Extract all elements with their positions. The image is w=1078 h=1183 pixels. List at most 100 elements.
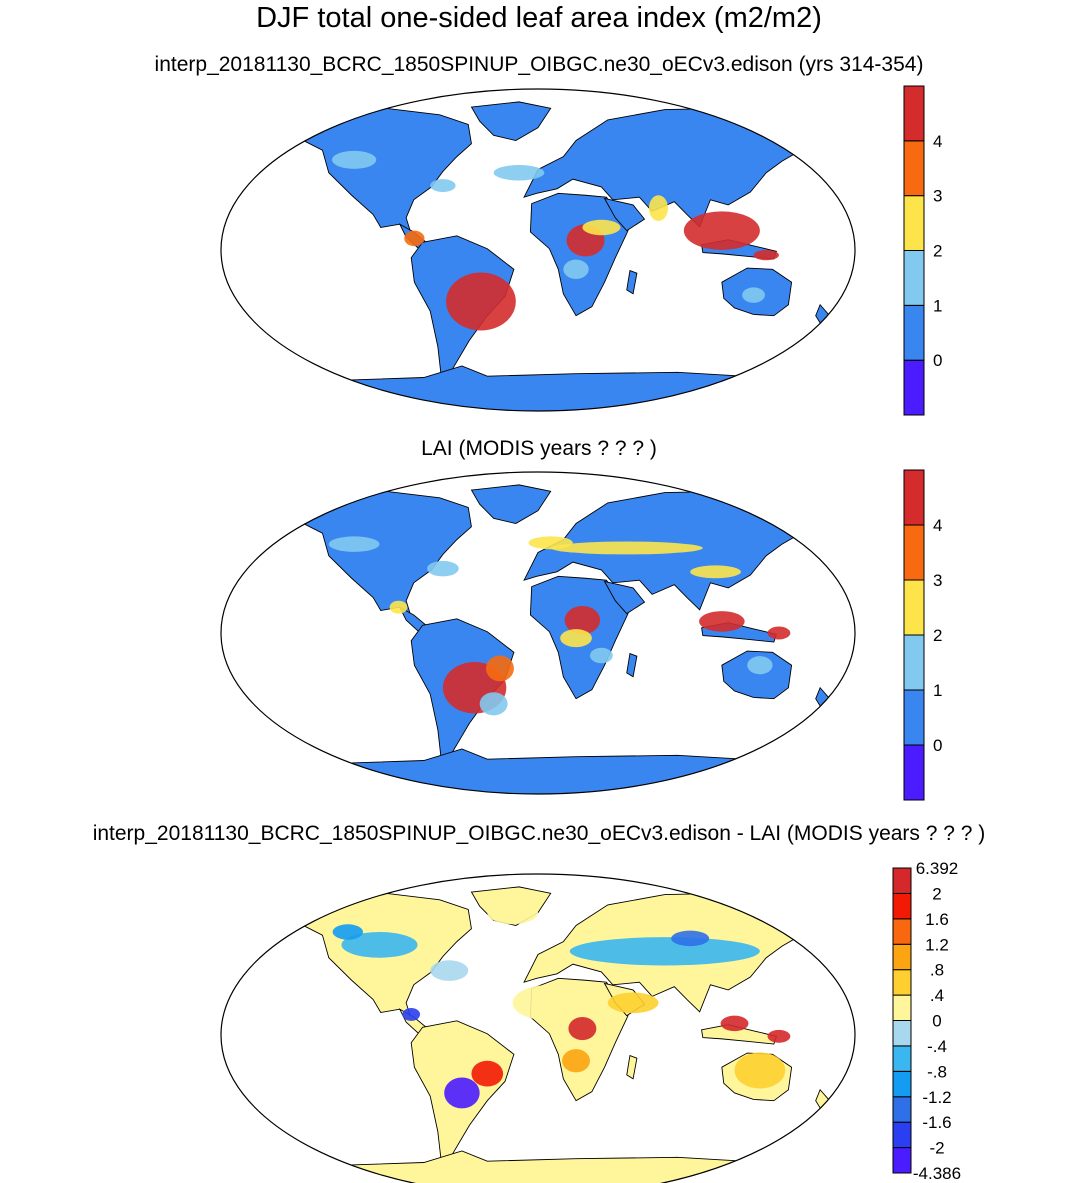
map-2-patch-11 bbox=[589, 647, 613, 664]
land-antarctica bbox=[271, 1150, 815, 1183]
map-1-patch-6 bbox=[582, 219, 621, 236]
cbar-3-label-7: -.4 bbox=[927, 1037, 947, 1056]
cbar-3-box-6 bbox=[892, 994, 912, 1021]
map-3-patch-2 bbox=[402, 1007, 421, 1021]
map-1-boundary bbox=[220, 88, 856, 412]
cbar-3-label-10: -1.6 bbox=[922, 1113, 951, 1132]
cbar-3-box-3 bbox=[892, 1070, 912, 1098]
land-eurasia bbox=[523, 107, 812, 228]
map-1-patch-4 bbox=[753, 250, 779, 261]
land-arabia bbox=[603, 197, 646, 232]
cbar-3-box-2 bbox=[892, 1096, 912, 1123]
map-3-patch-5 bbox=[471, 1060, 504, 1087]
map-2-land bbox=[271, 484, 831, 794]
map-2-patch-3 bbox=[767, 626, 791, 640]
map-2-patch-1 bbox=[564, 605, 601, 635]
map-2-patch-12 bbox=[747, 656, 773, 675]
cbar-2-box-3 bbox=[903, 579, 925, 636]
cbar-1-box-3 bbox=[903, 195, 925, 252]
land-australia bbox=[721, 650, 793, 700]
map-2-patch-5 bbox=[560, 629, 592, 648]
colorbar-2: 0 1 2 3 4 bbox=[903, 469, 942, 801]
map-3-patch-10 bbox=[430, 960, 469, 981]
cbar-1-label-3: 3 bbox=[933, 187, 942, 206]
cbar-1-label-4: 4 bbox=[933, 132, 942, 151]
cbar-3-label-5: .4 bbox=[930, 986, 944, 1005]
land-antarctica bbox=[271, 365, 815, 411]
cbar-2-label-3: 3 bbox=[933, 571, 942, 590]
map-2-patch-14 bbox=[328, 536, 380, 552]
cbar-3-box-0 bbox=[892, 1147, 912, 1174]
map-1-patch-10 bbox=[493, 164, 545, 181]
colorbar-3: 6.392 2 1.6 1.2 .8 .4 0 -.4 -.8 -1.2 -1.6 -2 -4.386 bbox=[892, 859, 961, 1183]
cbar-3-box-4 bbox=[892, 1045, 912, 1072]
map-3-patch-7 bbox=[734, 1052, 786, 1089]
map-3-patch-9 bbox=[607, 992, 659, 1014]
map-2-patch-4 bbox=[486, 655, 514, 682]
map-3-patch-14 bbox=[341, 931, 418, 958]
map-2-boundary bbox=[220, 471, 856, 795]
cbar-1-label-0: 0 bbox=[933, 351, 942, 370]
cbar-1-box-5 bbox=[903, 85, 925, 142]
cbar-2-box-4 bbox=[903, 524, 925, 581]
cbar-2-label-0: 0 bbox=[933, 736, 942, 755]
map-2-patch-8 bbox=[389, 600, 408, 614]
land-arabia bbox=[603, 580, 646, 615]
map-3-patch-12 bbox=[671, 930, 710, 947]
map-panel-3 bbox=[220, 873, 856, 1183]
land-greenland bbox=[470, 101, 552, 141]
map-2-patch-10 bbox=[427, 560, 459, 577]
map-1-land bbox=[271, 101, 831, 411]
cbar-3-label-6: 0 bbox=[932, 1012, 941, 1031]
map-1-patch-7 bbox=[430, 179, 456, 193]
map-3-boundary bbox=[220, 873, 856, 1183]
cbar-1-box-1 bbox=[903, 304, 925, 361]
cbar-3-label-12: -4.386 bbox=[913, 1164, 961, 1183]
map-2-patch-2 bbox=[699, 611, 745, 632]
map-2-patch-7 bbox=[690, 565, 741, 579]
map-3-patch-8 bbox=[512, 984, 589, 1021]
land-greenland bbox=[470, 484, 552, 524]
colorbar-1: 0 1 2 3 4 bbox=[903, 85, 942, 416]
cbar-3-label-1: 2 bbox=[932, 884, 941, 903]
cbar-3-label-11: -2 bbox=[929, 1139, 944, 1158]
map-2-patch-13 bbox=[479, 692, 508, 716]
cbar-3-box-1 bbox=[892, 1121, 912, 1149]
map-2-patch-9 bbox=[528, 536, 573, 550]
cbar-2-label-1: 1 bbox=[933, 681, 942, 700]
cbar-3-box-5 bbox=[892, 1020, 912, 1047]
land-antarctica bbox=[271, 748, 815, 794]
map-3-patch-0 bbox=[568, 1016, 597, 1041]
panel-3-title: interp_20181130_BCRC_1850SPINUP_OIBGC.ne… bbox=[92, 822, 986, 845]
figure-title: DJF total one-sided leaf area index (m2/… bbox=[256, 2, 822, 34]
land-north-america bbox=[296, 107, 472, 236]
map-3-patch-1 bbox=[444, 1077, 480, 1109]
cbar-2-box-0 bbox=[903, 744, 925, 801]
cbar-2-box-2 bbox=[903, 634, 925, 691]
map-1-patch-2 bbox=[683, 211, 760, 250]
cbar-1-box-2 bbox=[903, 250, 925, 306]
map-1-patch-8 bbox=[563, 259, 589, 279]
map-3-patch-11 bbox=[569, 937, 760, 966]
cbar-3-label-0: 6.392 bbox=[916, 859, 959, 878]
cbar-1-label-1: 1 bbox=[933, 296, 942, 315]
cbar-2-label-2: 2 bbox=[933, 626, 942, 645]
map-1-patch-5 bbox=[648, 195, 668, 222]
map-panel-1 bbox=[220, 88, 856, 412]
map-3-patch-6 bbox=[562, 1049, 590, 1073]
cbar-1-label-2: 2 bbox=[933, 242, 942, 261]
map-3-patch-4 bbox=[767, 1029, 791, 1043]
cbar-3-label-3: 1.2 bbox=[925, 935, 949, 954]
map-1-patch-0 bbox=[446, 272, 516, 331]
cbar-2-label-4: 4 bbox=[933, 516, 942, 535]
cbar-3-label-9: -1.2 bbox=[922, 1088, 951, 1107]
land-north-america bbox=[296, 490, 472, 619]
map-3-patch-13 bbox=[487, 901, 538, 925]
map-1-patch-11 bbox=[331, 150, 377, 169]
cbar-3-box-8 bbox=[892, 943, 912, 971]
cbar-3-label-8: -.8 bbox=[927, 1062, 947, 1081]
cbar-3-box-9 bbox=[892, 918, 912, 945]
map-2-patch-6 bbox=[550, 541, 703, 555]
cbar-3-label-4: .8 bbox=[930, 961, 944, 980]
